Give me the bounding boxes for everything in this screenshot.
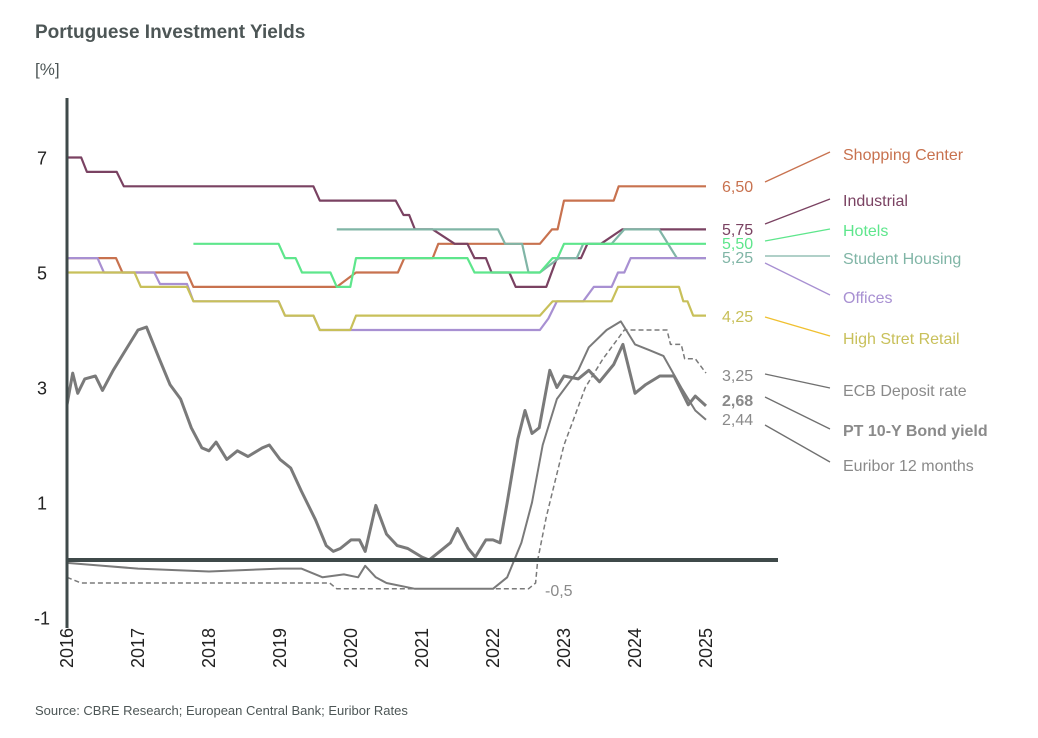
x-tick-label: 2019	[270, 628, 290, 668]
series-line-offices	[67, 257, 706, 332]
legend-connector	[764, 262, 831, 296]
legend-connector	[764, 373, 831, 389]
legend-label: ECB Deposit rate	[843, 383, 967, 400]
end-value-label: 3,25	[722, 368, 753, 385]
chart-title: Portuguese Investment Yields	[35, 22, 306, 43]
legend-label: High Stret Retail	[843, 331, 960, 348]
end-value-label: 5,50	[722, 236, 753, 253]
y-tick-label: 1	[37, 494, 47, 514]
x-tick-label: 2024	[625, 628, 645, 668]
series-line-ecb-deposit-rate	[66, 329, 707, 590]
x-tick-label: 2017	[128, 628, 148, 668]
legend-label: Industrial	[843, 193, 908, 210]
y-tick-label: 3	[37, 379, 47, 399]
legend-label: Hotels	[843, 223, 888, 240]
x-tick-label: 2022	[483, 628, 503, 668]
end-value-label: 6,50	[722, 179, 753, 196]
x-tick-label: 2023	[554, 628, 574, 668]
legend-connector	[764, 228, 831, 242]
x-tick-label: 2020	[341, 628, 361, 668]
y-tick-label: 7	[37, 149, 47, 169]
series-line-pt-10-y-bond-yield	[65, 325, 708, 562]
end-value-label: 4,25	[722, 309, 753, 326]
legend-label: Student Housing	[843, 251, 961, 268]
x-tick-label: 2018	[199, 628, 219, 668]
legend-label: Shopping Center	[843, 147, 964, 164]
legend-connector	[764, 198, 831, 225]
legend-connector	[764, 396, 831, 430]
series-line-industrial	[67, 156, 706, 288]
series-line-high-stret-retail	[67, 271, 706, 332]
legend-connector	[764, 424, 831, 463]
legend-label: Offices	[843, 290, 893, 307]
series-line-student-housing	[336, 228, 706, 274]
legend-label: PT 10-Y Bond yield	[843, 423, 988, 440]
x-tick-label: 2025	[696, 628, 716, 668]
legend-connector	[764, 316, 831, 337]
end-value-label: 2,68	[722, 393, 753, 410]
legend-connector	[764, 151, 831, 183]
y-tick-label: -1	[34, 609, 50, 629]
x-tick-label: 2021	[412, 628, 432, 668]
series-line-euribor-12-months	[66, 320, 707, 590]
series-line-hotels	[193, 242, 706, 288]
end-value-label: 2,44	[722, 412, 753, 429]
legend-label: Euribor 12 months	[843, 458, 974, 475]
end-value-label: 5,75	[722, 222, 753, 239]
source-note: Source: CBRE Research; European Central …	[35, 703, 408, 718]
y-tick-label: 5	[37, 264, 47, 284]
end-value-label: 5,25	[722, 250, 753, 267]
annotation-label: -0,5	[545, 583, 573, 600]
x-tick-label: 2016	[57, 628, 77, 668]
y-axis-unit: [%]	[35, 60, 60, 79]
